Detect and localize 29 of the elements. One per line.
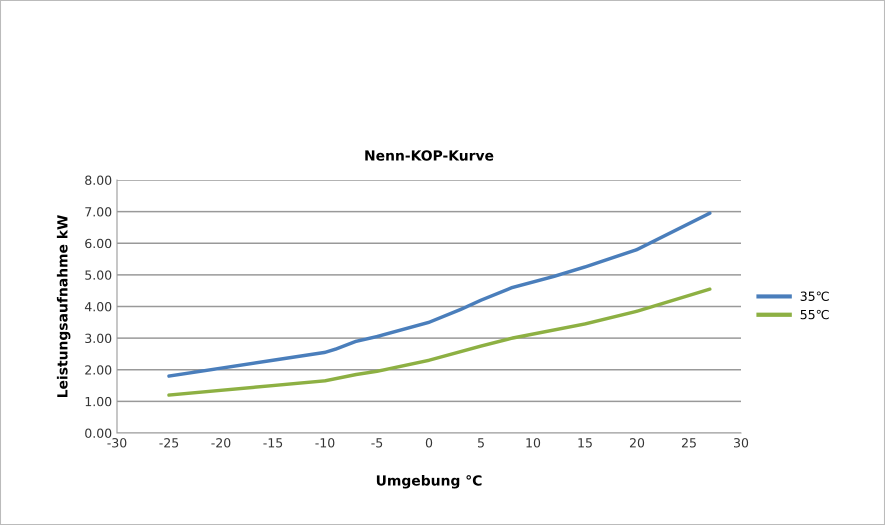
y-tick-label: 5.00 (85, 270, 112, 280)
x-tick-label: -30 (107, 438, 126, 448)
x-axis-title: Umgebung °C (376, 474, 482, 489)
x-tick-label: 15 (578, 438, 592, 448)
x-tick-label: 5 (478, 438, 484, 448)
y-tick-label: 6.00 (85, 238, 112, 248)
y-tick-label: 8.00 (85, 175, 112, 185)
line-series (167, 211, 712, 378)
x-tick-label: -5 (371, 438, 382, 448)
line-series (167, 287, 712, 397)
y-tick-label: 0.00 (85, 428, 112, 438)
y-tick-label: 7.00 (85, 207, 112, 217)
x-tick-label: 25 (682, 438, 696, 448)
x-tick-label: -20 (211, 438, 230, 448)
y-tick-label: 3.00 (85, 334, 112, 344)
chart-title: Nenn-KOP-Kurve (365, 150, 494, 161)
x-tick-label: 30 (734, 438, 748, 448)
legend-label: 35℃ (800, 292, 829, 301)
x-tick-label: 10 (526, 438, 540, 448)
legend-label: 55℃ (800, 310, 829, 320)
x-tick-label: -25 (159, 438, 178, 448)
x-tick-label: 0 (426, 438, 432, 448)
y-tick-label: 1.00 (86, 396, 112, 406)
y-tick-label: 4.00 (84, 302, 112, 312)
x-tick-label: 20 (630, 438, 644, 448)
x-tick-label: -15 (263, 438, 282, 448)
y-axis-title: Leistungsaufnahme kW (56, 215, 70, 398)
x-tick-label: -10 (315, 438, 334, 448)
y-tick-label: 2.00 (85, 365, 112, 375)
